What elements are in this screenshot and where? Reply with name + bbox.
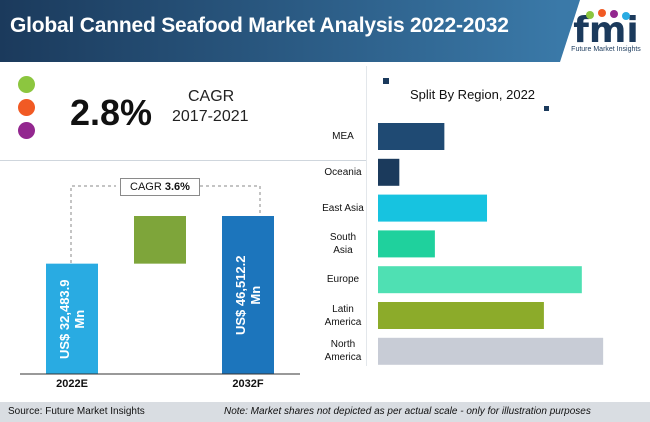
cagr-label: CAGR <box>188 88 235 105</box>
region-category-label: East Asia <box>312 202 374 215</box>
footer-source: Source: Future Market Insights <box>8 406 145 417</box>
region-bar-chart <box>378 123 604 365</box>
region-category-label-line: Latin <box>332 303 354 315</box>
growth-bar-2022E <box>46 263 98 374</box>
region-category-label: MEA <box>312 130 374 143</box>
growth-bar-2032F <box>222 216 274 374</box>
region-category-label-line: America <box>324 316 362 328</box>
growth-chart <box>20 185 300 375</box>
growth-bar-value-label: US$ 32,483.9 Mn <box>57 279 87 359</box>
divider <box>0 160 366 161</box>
region-category-label-line: Europe <box>326 274 360 286</box>
footer-note: Note: Market shares not depicted as per … <box>224 406 591 417</box>
region-category-label-line: MEA <box>332 131 354 142</box>
region-chart-title: Split By Region, 2022 <box>410 87 536 102</box>
cagr-connector <box>200 185 261 214</box>
divider <box>366 66 367 366</box>
region-bar-oceania <box>378 158 400 186</box>
cagr-connector <box>70 185 116 263</box>
logo-subtitle: Future Market Insights <box>571 46 641 53</box>
title-band <box>0 0 580 62</box>
fmi-logo: fmi <box>573 9 639 51</box>
region-category-label-line: Oceania <box>324 166 362 178</box>
region-bar-latin-america <box>378 302 544 329</box>
purple-dot-icon <box>18 122 35 139</box>
region-category-label-line: Asia <box>333 244 353 256</box>
region-bar-europe <box>378 266 582 294</box>
growth-bar-category: 2022E <box>56 378 88 390</box>
region-bar-east-asia <box>378 194 488 222</box>
cagr-period: 2017-2021 <box>172 108 249 125</box>
region-category-label-line: America <box>324 352 362 364</box>
region-category-label-line: East Asia <box>322 202 364 214</box>
region-category-label-line: South <box>329 231 357 243</box>
region-category-label: Latin America <box>312 303 374 329</box>
footer-band <box>0 402 650 422</box>
cagr-badge-value: 3.6% <box>164 181 190 193</box>
region-category-label: South Asia <box>312 231 374 257</box>
region-category-label: Europe <box>312 273 374 286</box>
region-category-label: North America <box>312 338 374 364</box>
growth-bar-value-label: US$ 46,512.2 Mn <box>233 255 263 335</box>
growth-increment-bar <box>134 216 186 264</box>
region-category-label: Oceania <box>312 166 374 179</box>
region-bar-south-asia <box>378 230 435 258</box>
region-bar-north-america <box>378 337 604 365</box>
growth-bar-category: 2032F <box>232 378 264 390</box>
cagr-badge: CAGR 3.6% <box>120 178 200 196</box>
region-bar-mea <box>378 123 445 150</box>
legend-marker <box>383 78 389 84</box>
cagr-value: 2.8% <box>70 92 153 133</box>
region-category-label-line: North <box>330 339 356 351</box>
orange-dot-icon <box>18 99 35 116</box>
cagr-badge-label: CAGR <box>130 181 162 193</box>
legend-marker <box>544 106 549 111</box>
green-dot-icon <box>18 76 35 93</box>
page-title: Global Canned Seafood Market Analysis 20… <box>10 14 509 37</box>
